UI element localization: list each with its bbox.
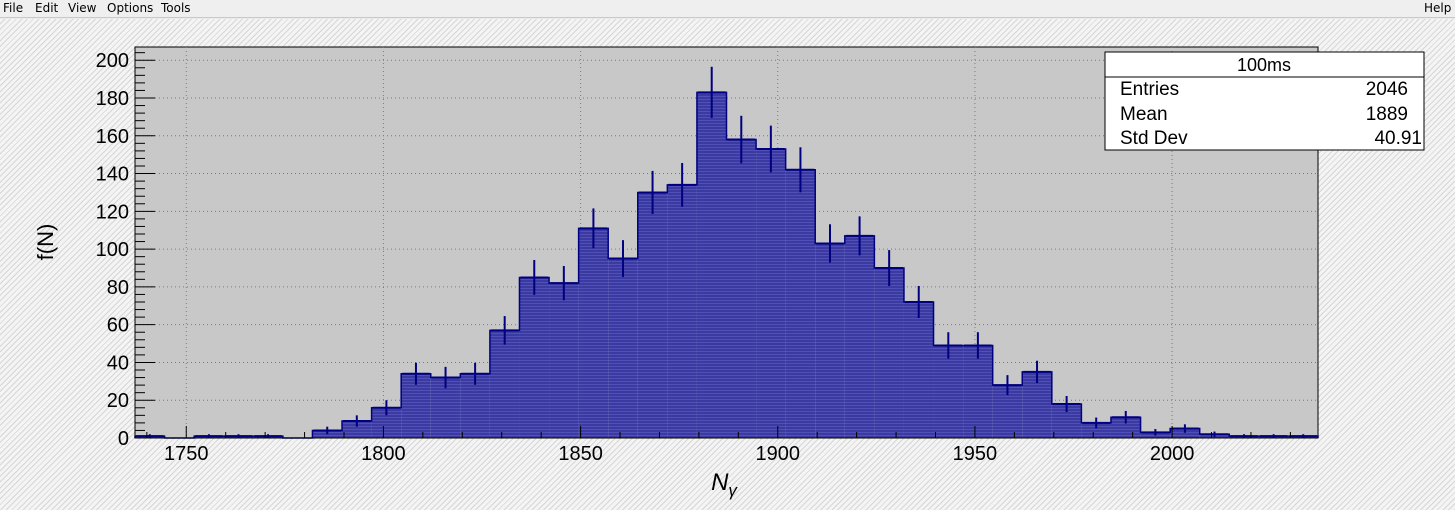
y-tick-labels: 0 20 40 60 80 100 120 140 160 180 200 [96, 50, 129, 450]
histogram-bar [1081, 422, 1111, 438]
histogram-bar [933, 345, 964, 438]
menu-help[interactable]: Help [1424, 1, 1452, 15]
histogram-bar [667, 184, 697, 438]
y-tick-label: 60 [107, 315, 129, 337]
y-tick-label: 40 [107, 352, 129, 374]
histogram-bar [844, 235, 875, 438]
histogram-bar [608, 258, 638, 438]
histogram-bar [874, 268, 904, 438]
x-axis-label: Nγ [711, 469, 738, 500]
histogram-bar [726, 139, 757, 439]
x-tick-label: 1950 [953, 443, 998, 465]
x-tick-label: 2000 [1150, 443, 1195, 465]
histogram-bar [1170, 428, 1200, 438]
x-axis-label-main: N [711, 469, 729, 496]
y-tick-label: 0 [118, 428, 129, 450]
stats-entries-value: 2046 [1366, 79, 1408, 100]
stats-mean-value: 1889 [1366, 104, 1408, 125]
histogram-outline [134, 91, 1319, 439]
histogram-bar [637, 192, 668, 438]
x-axis-label-sub: γ [728, 481, 738, 500]
stats-entries-label: Entries [1120, 79, 1179, 100]
histogram-bars [134, 91, 1319, 439]
histogram-bar [489, 330, 520, 438]
histogram-bar [578, 228, 609, 438]
histogram-bar [785, 169, 816, 438]
root-canvas[interactable]: 1750 1800 1850 1900 1950 2000 0 20 40 60 80 100 120… [0, 19, 1455, 510]
y-tick-label: 200 [96, 50, 129, 72]
stats-title: 100ms [1237, 55, 1291, 75]
histogram-bar [903, 302, 934, 438]
x-tick-label: 1750 [164, 443, 209, 465]
menu-bar: File Edit View Options Tools Help [0, 0, 1455, 18]
axes [134, 47, 1318, 439]
x-tick-label: 1800 [361, 443, 406, 465]
histogram-bar [815, 243, 845, 438]
histogram-bar [549, 283, 579, 438]
y-axis-label: f(N) [33, 224, 58, 261]
histogram-bar [519, 277, 550, 438]
y-tick-label: 140 [96, 164, 129, 186]
x-tick-label: 1850 [558, 443, 603, 465]
x-tick-label: 1900 [756, 443, 801, 465]
x-tick-labels: 1750 1800 1850 1900 1950 2000 [164, 443, 1194, 465]
histogram-bar [696, 92, 727, 438]
y-tick-label: 160 [96, 126, 129, 148]
y-tick-label: 20 [107, 390, 129, 412]
histogram-bar [756, 149, 786, 438]
y-tick-label: 120 [96, 201, 129, 223]
histogram-plot[interactable]: 1750 1800 1850 1900 1950 2000 0 20 40 60 80 100 120… [0, 19, 1455, 510]
menu-tools[interactable]: Tools [161, 1, 191, 15]
stats-stddev-label: Std Dev [1120, 128, 1188, 149]
histogram-bar [963, 345, 993, 438]
error-bars [136, 66, 1317, 438]
menu-edit[interactable]: Edit [35, 1, 59, 15]
stats-stddev-value: 40.91 [1374, 128, 1422, 149]
histogram-bar [342, 421, 372, 438]
y-tick-label: 180 [96, 88, 129, 110]
stats-box[interactable]: 100ms Entries 2046 Mean 1889 Std Dev 40.… [1104, 51, 1425, 151]
y-tick-label: 80 [107, 277, 129, 299]
stats-mean-label: Mean [1120, 104, 1168, 125]
menu-file[interactable]: File [3, 1, 24, 15]
menu-view[interactable]: View [68, 1, 97, 15]
y-tick-label: 100 [96, 239, 129, 261]
menu-options[interactable]: Options [107, 1, 154, 15]
